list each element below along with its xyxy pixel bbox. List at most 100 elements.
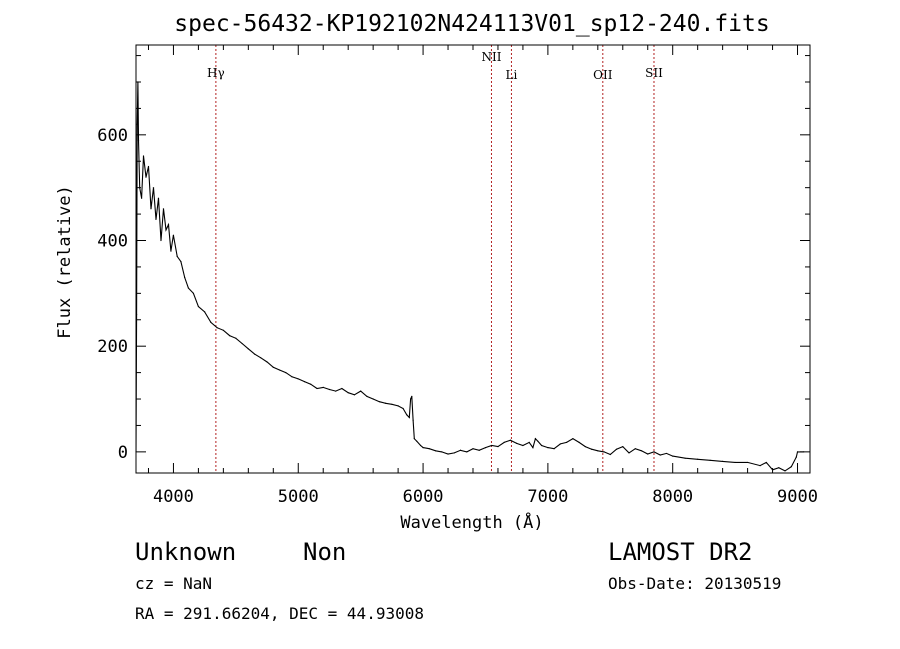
spectrum-point <box>765 461 767 464</box>
spectrum-point <box>397 405 399 407</box>
spectrum-point <box>241 342 243 345</box>
spectrum-point <box>672 455 674 457</box>
spectrum-point <box>684 457 686 459</box>
spectrum-point <box>184 276 186 279</box>
x-tick-label: 6000 <box>403 487 444 507</box>
line-marker-label: NII <box>481 50 501 64</box>
spectrum-point <box>647 453 649 455</box>
spectrum-point <box>422 447 424 449</box>
spectrum-point <box>532 447 534 449</box>
spectrum-point <box>391 403 393 405</box>
spectrum-point <box>659 454 661 456</box>
spectrum-point <box>145 176 147 178</box>
y-tick-label: 200 <box>97 337 128 357</box>
spectrum-point <box>216 327 218 329</box>
spectrum-point <box>165 229 167 231</box>
spectrum-point <box>484 447 487 449</box>
spectrum-point <box>472 448 474 450</box>
spectrum-point <box>653 451 655 453</box>
spectrum-point <box>157 197 160 199</box>
spectrum-point <box>784 470 786 472</box>
y-tick-label: 600 <box>97 126 128 146</box>
spectrum-point <box>528 441 530 443</box>
spectrum-point <box>192 292 195 294</box>
y-tick-label: 400 <box>97 232 128 252</box>
spectrum-point <box>260 357 262 359</box>
spectrum-point <box>603 451 605 453</box>
spectrum-point <box>341 387 343 390</box>
spectrum-point <box>466 451 468 453</box>
spectrum-point <box>566 441 568 443</box>
spectrum-point <box>222 329 224 331</box>
spectrum-point <box>516 442 518 445</box>
spectrum-point <box>722 460 724 462</box>
spectrum-point <box>428 448 430 450</box>
spectrum-point <box>503 441 505 443</box>
spectrum-point <box>597 450 599 452</box>
spectrum-point <box>408 416 410 419</box>
spectrum-point <box>197 305 200 308</box>
spectrum-point <box>413 438 415 440</box>
line-marker-label: OII <box>593 68 613 82</box>
spectrum-point <box>759 465 761 467</box>
spectrum-point <box>709 459 711 461</box>
spectrum-point <box>266 361 268 363</box>
spectrum-point <box>160 239 162 242</box>
spectrum-point <box>547 447 549 449</box>
spectrum-point <box>353 394 356 396</box>
spectrum-point <box>453 452 455 454</box>
survey-label: LAMOST DR2 <box>608 538 753 566</box>
spectrum-point <box>291 376 293 378</box>
spectrum-point <box>141 197 143 199</box>
line-marker-label: SII <box>645 66 663 80</box>
line-marker-label: Hγ <box>207 66 225 80</box>
spectrum-point <box>253 353 256 355</box>
spectrum-point <box>746 461 749 464</box>
spectrum-point <box>537 440 539 442</box>
spectrum-point <box>622 445 624 448</box>
spectrum-point <box>385 402 387 404</box>
spectrum-point <box>459 449 462 451</box>
spectrum-point <box>229 335 231 337</box>
spectrum-point <box>316 387 318 390</box>
spectrum-point <box>303 380 306 383</box>
spectrum-point <box>167 224 170 226</box>
spectrum-point <box>795 456 797 458</box>
spectrum-point <box>491 444 493 447</box>
spectrum-point <box>152 187 155 189</box>
spectrum-point <box>697 458 699 460</box>
spectrum-point <box>204 311 206 313</box>
spectrum-point <box>541 444 543 447</box>
spectrum-point <box>434 450 437 452</box>
x-tick-label: 4000 <box>153 487 194 507</box>
spectrum-point <box>247 348 249 350</box>
observation-date: Obs-Date: 20130519 <box>608 574 782 593</box>
x-tick-label: 9000 <box>777 487 818 507</box>
spectrum-point <box>572 438 574 440</box>
spectrum-point <box>347 392 349 394</box>
spectrum-point <box>210 321 212 324</box>
spectrum-point <box>409 398 412 400</box>
plot-area-frame <box>135 44 811 474</box>
spectrum-point <box>584 445 586 448</box>
spectrum-point <box>142 155 145 157</box>
spectrum-point <box>406 414 408 416</box>
spectrum-point <box>272 366 274 368</box>
spectrum-point <box>628 452 630 454</box>
x-tick-label: 7000 <box>527 487 568 507</box>
spectrum-point <box>640 450 643 452</box>
x-tick-label: 5000 <box>278 487 319 507</box>
x-axis-label: Wavelength (Å) <box>400 511 543 533</box>
x-tick-label: 8000 <box>652 487 693 507</box>
spectrum-point <box>778 467 780 469</box>
spectrum-point <box>310 383 312 385</box>
spectrum-point <box>180 261 182 263</box>
spectrum-point <box>378 401 380 403</box>
spectrum-point <box>497 445 499 448</box>
spectrum-point <box>734 461 736 464</box>
spectrum-point <box>553 448 555 450</box>
chart-title: spec-56432-KP192102N424113V01_sp12-240.f… <box>174 11 769 37</box>
spectrum-point <box>137 139 140 141</box>
spectrum-point <box>172 234 175 236</box>
